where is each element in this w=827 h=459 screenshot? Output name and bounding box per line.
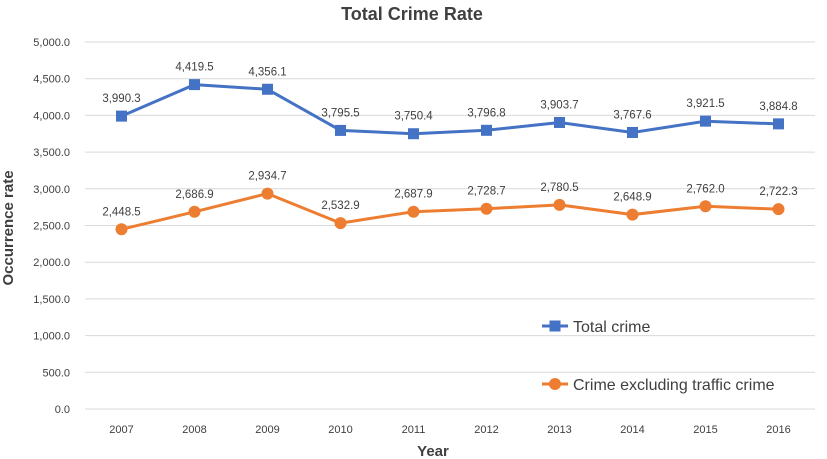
x-tick-label: 2008 [182, 424, 206, 436]
series: 3,990.3 4,419.5 4,356.1 3,795.5 3,750.4 3,796… [102, 62, 798, 140]
data-label: 3,903.7 [540, 99, 578, 111]
x-tick-label: 2015 [693, 424, 717, 436]
data-label: 2,722.3 [759, 186, 797, 198]
data-point [335, 124, 346, 136]
x-tick-label: 2009 [255, 424, 279, 436]
y-tick-label: 1,000.0 [33, 331, 70, 343]
legend-marker [549, 378, 561, 390]
data-point [772, 203, 785, 216]
x-axis-title: Year [417, 443, 449, 459]
x-tick-label: 2014 [620, 424, 644, 436]
data-label: 3,990.3 [102, 93, 140, 105]
y-tick-label: 0.0 [55, 404, 70, 416]
y-tick-label: 2,000.0 [33, 257, 70, 269]
data-label: 3,767.6 [613, 109, 651, 121]
data-point [626, 208, 639, 221]
data-point [553, 198, 566, 211]
series: 2,448.5 2,686.9 2,934.7 2,532.9 2,687.9 2,728… [102, 171, 798, 236]
data-point [627, 126, 638, 138]
data-point [480, 202, 493, 215]
data-point [189, 79, 200, 91]
y-axis-ticks: 0.0 500.0 1,000.0 1,500.0 2,000.0 2,500.0 3,00… [33, 37, 70, 416]
y-tick-label: 3,000.0 [33, 184, 70, 196]
x-tick-label: 2007 [109, 424, 133, 436]
data-label: 3,795.5 [321, 107, 359, 119]
data-label: 3,750.4 [394, 111, 433, 123]
y-tick-label: 500.0 [42, 367, 70, 379]
legend-marker [549, 320, 561, 332]
y-tick-label: 1,500.0 [33, 294, 70, 306]
x-axis-ticks: 2007 2008 2009 2010 2011 2012 2013 2014 2015 2016 [109, 424, 790, 436]
series-group: 3,990.3 4,419.5 4,356.1 3,795.5 3,750.4 3,796… [102, 62, 798, 236]
data-point [261, 187, 274, 200]
data-label: 3,796.8 [467, 107, 505, 119]
data-point [115, 223, 128, 236]
data-label: 2,762.0 [686, 183, 724, 195]
data-point [699, 200, 712, 213]
x-tick-label: 2016 [766, 424, 790, 436]
gridlines [85, 41, 815, 410]
data-label: 2,648.9 [613, 192, 651, 204]
y-tick-label: 3,500.0 [33, 147, 70, 159]
data-label: 2,728.7 [467, 186, 505, 198]
data-label: 2,934.7 [248, 171, 286, 183]
legend: Total crime Crime excluding traffic crime [542, 319, 775, 394]
data-label: 2,532.9 [321, 200, 359, 212]
y-axis-title: Occurrence rate [0, 170, 17, 285]
y-tick-label: 5,000.0 [33, 37, 70, 49]
data-point [334, 217, 347, 230]
data-point [554, 116, 565, 128]
data-point [481, 124, 492, 136]
data-label: 2,448.5 [102, 206, 140, 218]
data-label: 4,356.1 [248, 66, 286, 78]
series-line [121, 192, 779, 231]
data-point [407, 205, 420, 218]
data-point [116, 110, 127, 122]
data-point [188, 205, 201, 218]
data-label: 2,686.9 [175, 189, 213, 201]
data-point [408, 128, 419, 140]
legend-label: Crime excluding traffic crime [573, 377, 775, 394]
x-tick-label: 2010 [328, 424, 352, 436]
data-point [262, 83, 273, 95]
y-tick-label: 4,500.0 [33, 74, 70, 86]
data-label: 2,687.9 [394, 189, 432, 201]
x-tick-label: 2012 [474, 424, 498, 436]
x-tick-label: 2011 [402, 424, 426, 436]
data-label: 3,884.8 [759, 101, 797, 113]
data-label: 2,780.5 [540, 182, 578, 194]
chart-title: Total Crime Rate [341, 4, 483, 24]
data-label: 3,921.5 [686, 98, 724, 110]
x-tick-label: 2013 [547, 424, 571, 436]
series-line [120, 83, 779, 136]
y-tick-label: 4,000.0 [33, 110, 70, 122]
data-label: 4,419.5 [175, 62, 213, 74]
legend-label: Total crime [573, 319, 650, 336]
data-point [773, 118, 784, 130]
y-tick-label: 2,500.0 [33, 221, 70, 233]
data-point [700, 115, 711, 127]
